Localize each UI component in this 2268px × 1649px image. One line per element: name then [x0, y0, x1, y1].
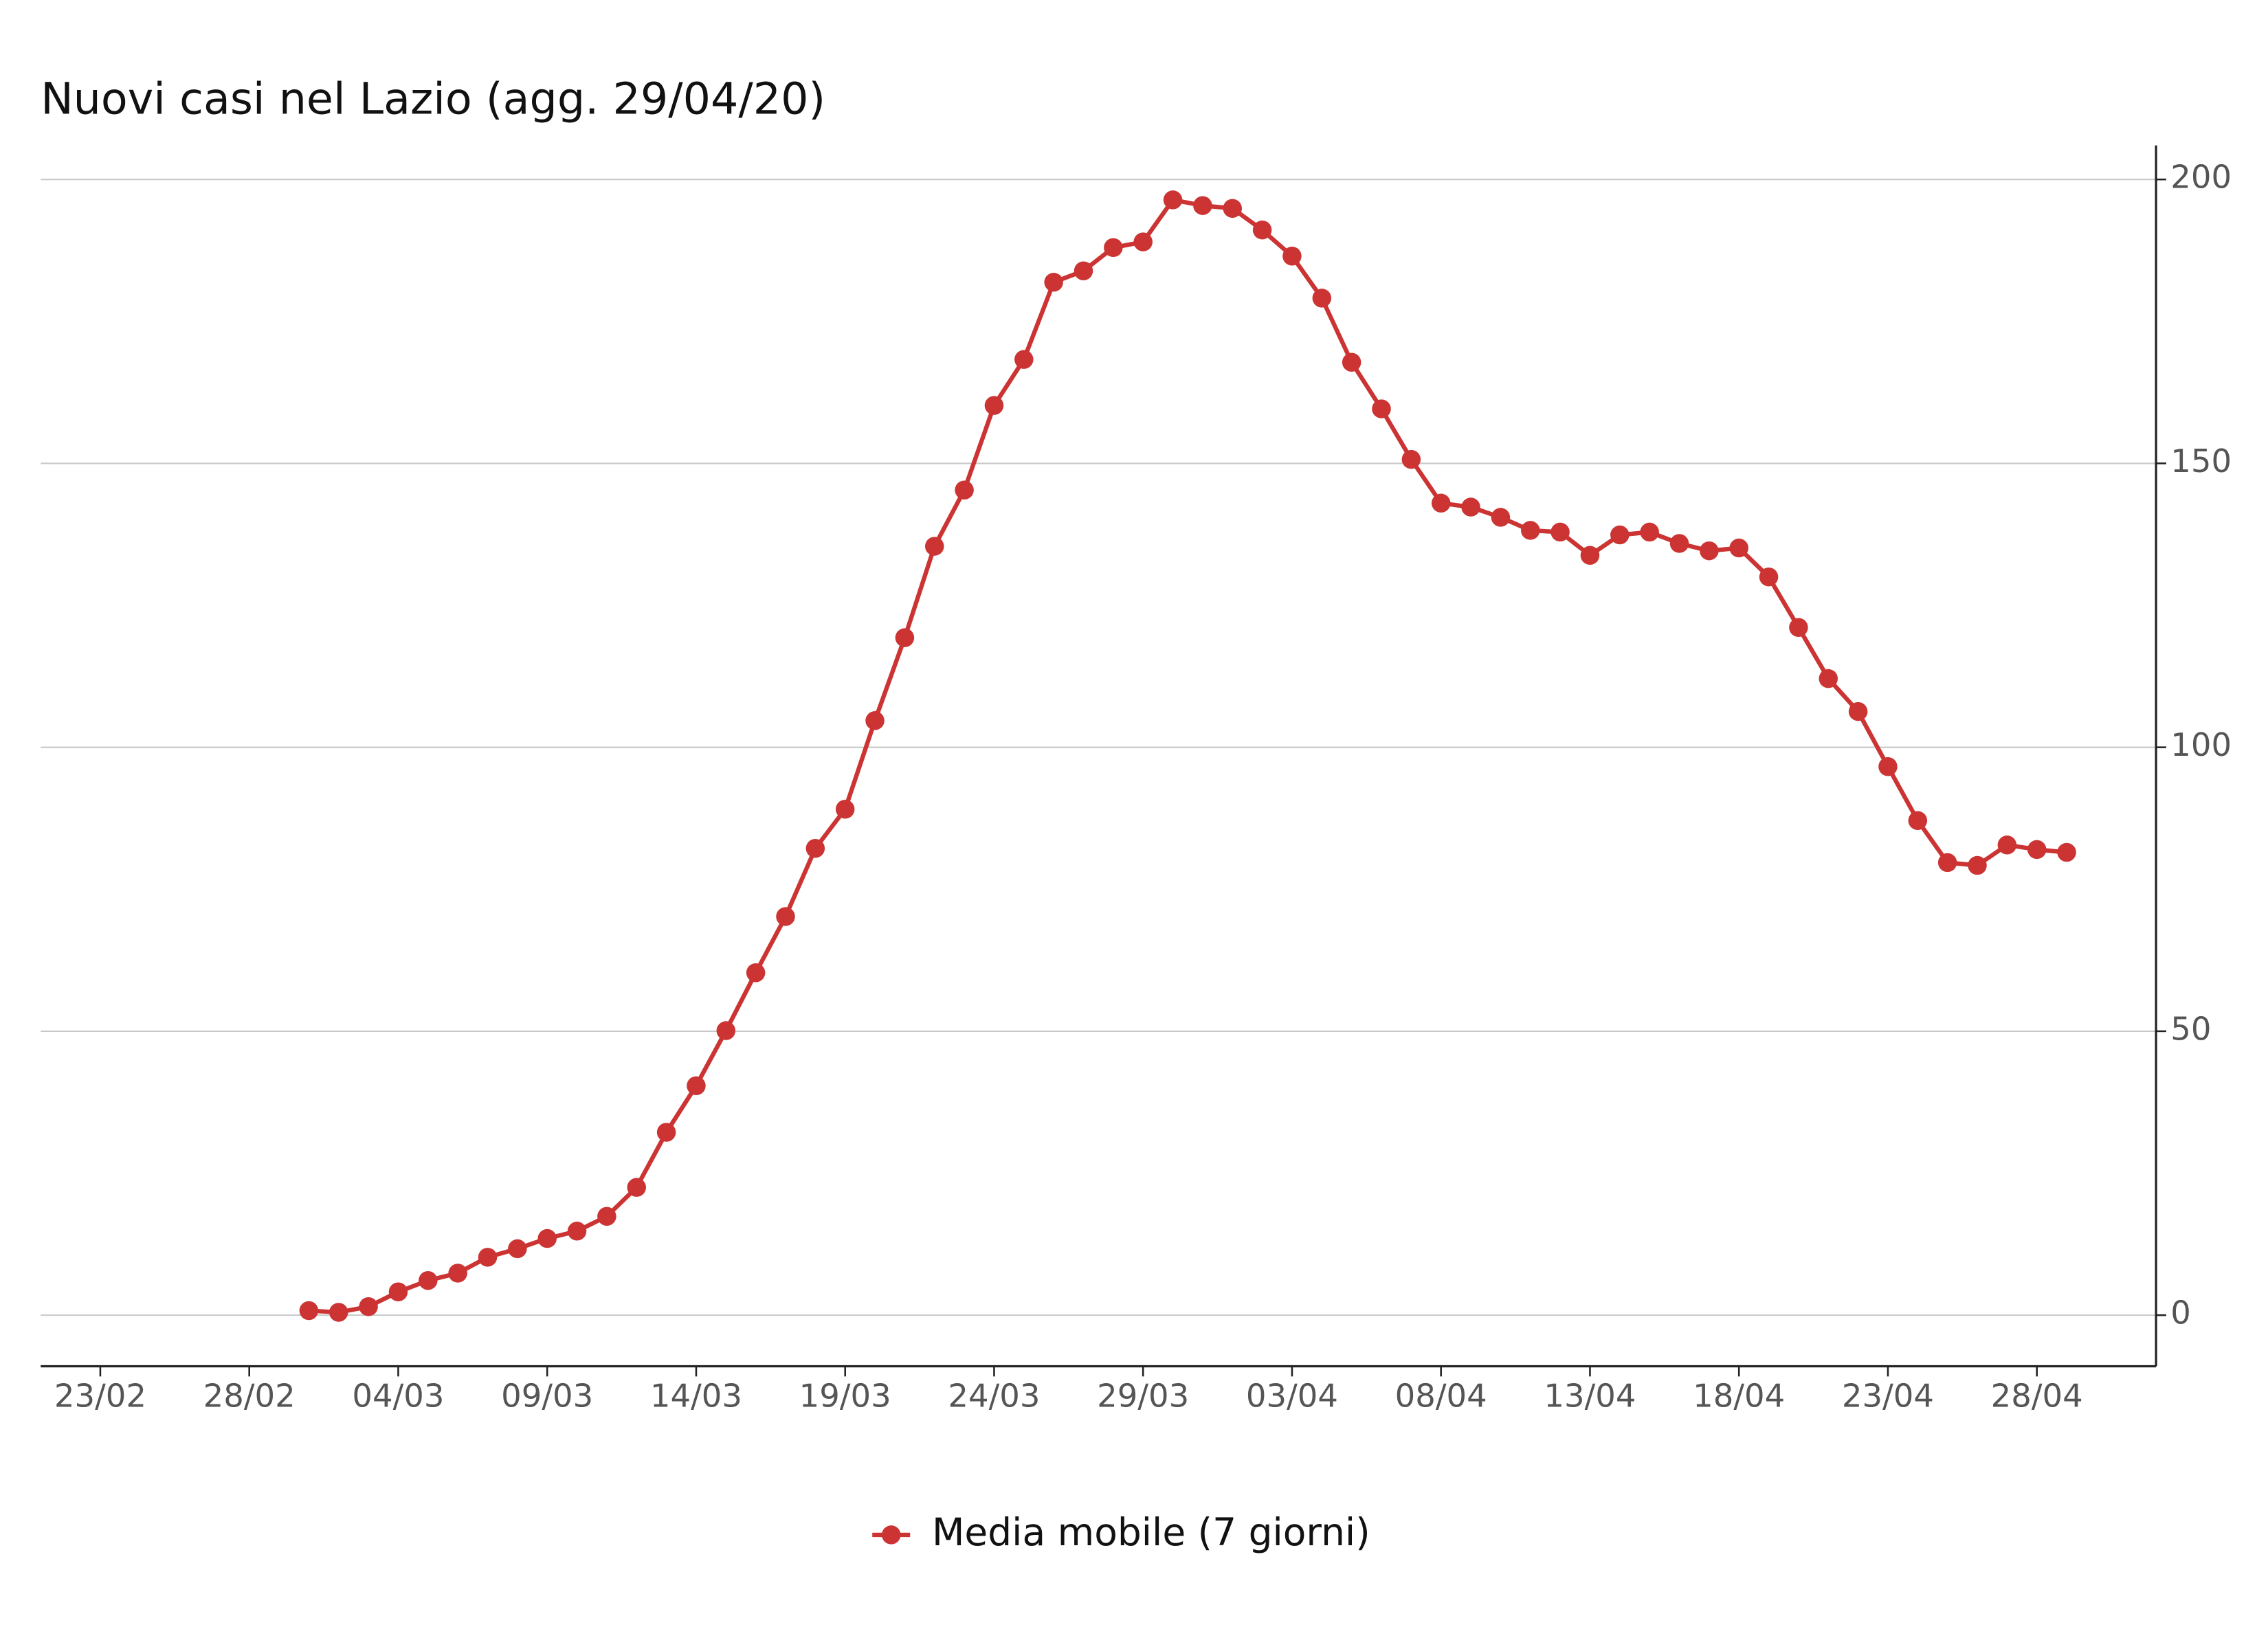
- point: [1252, 220, 1272, 240]
- point: [537, 1229, 557, 1248]
- point: [687, 1076, 706, 1095]
- x-tick-label: 24/03: [948, 1378, 1040, 1415]
- point: [1193, 196, 1212, 215]
- y-tick-label: 150: [2170, 442, 2232, 480]
- chart-title: Nuovi casi nel Lazio (agg. 29/04/20): [41, 74, 825, 124]
- point: [1580, 546, 1600, 565]
- point: [2027, 840, 2047, 860]
- point: [1133, 232, 1153, 251]
- point: [508, 1239, 527, 1259]
- point: [1372, 399, 1391, 418]
- point: [329, 1303, 348, 1322]
- point: [448, 1264, 467, 1283]
- point: [984, 396, 1004, 415]
- x-tick-label: 28/04: [1991, 1378, 2083, 1415]
- point: [627, 1178, 646, 1197]
- y-tick-label: 0: [2170, 1294, 2191, 1332]
- point: [1848, 702, 1868, 721]
- point: [1937, 853, 1957, 873]
- point: [597, 1207, 616, 1226]
- point: [1968, 855, 1987, 875]
- x-tick-label: 14/03: [650, 1378, 742, 1415]
- point: [388, 1282, 408, 1301]
- point: [567, 1222, 587, 1241]
- point: [805, 839, 825, 858]
- point: [1759, 567, 1779, 587]
- legend-dot: [881, 1525, 901, 1545]
- x-tick-label: 23/02: [54, 1378, 146, 1415]
- point: [835, 799, 855, 819]
- legend-label: Media mobile (7 giorni): [932, 1510, 1370, 1554]
- point: [1640, 522, 1659, 542]
- point: [656, 1123, 676, 1142]
- y-tick-label: 50: [2170, 1010, 2211, 1047]
- x-tick-label: 29/03: [1097, 1378, 1189, 1415]
- point: [1729, 538, 1748, 558]
- point: [776, 907, 795, 926]
- point: [1491, 508, 1511, 527]
- point: [1700, 541, 1719, 561]
- x-tick-label: 23/04: [1842, 1378, 1934, 1415]
- point: [716, 1021, 736, 1040]
- point: [1282, 246, 1302, 266]
- point: [299, 1301, 319, 1321]
- point: [478, 1248, 498, 1267]
- point: [419, 1270, 438, 1290]
- point: [1223, 199, 1243, 218]
- point: [1431, 493, 1451, 513]
- x-tick-label: 18/04: [1693, 1378, 1785, 1415]
- x-tick-label: 19/03: [799, 1378, 891, 1415]
- point: [1789, 618, 1808, 638]
- point: [1163, 190, 1183, 210]
- point: [1401, 449, 1421, 469]
- point: [1997, 835, 2017, 855]
- point: [1014, 350, 1034, 369]
- point: [895, 628, 915, 647]
- point: [359, 1297, 378, 1316]
- point: [1074, 261, 1093, 280]
- y-tick-label: 100: [2170, 726, 2232, 763]
- x-tick-label: 08/04: [1395, 1378, 1487, 1415]
- point: [1819, 669, 1838, 688]
- point: [955, 480, 974, 500]
- point: [1521, 521, 1540, 540]
- point: [924, 537, 944, 556]
- point: [1908, 811, 1928, 831]
- point: [1461, 497, 1480, 517]
- point: [1610, 525, 1630, 545]
- point: [1342, 352, 1361, 372]
- point: [1044, 273, 1063, 292]
- y-tick-label: 200: [2170, 159, 2232, 196]
- point: [1550, 522, 1570, 542]
- x-tick-label: 28/02: [203, 1378, 296, 1415]
- x-tick-label: 04/03: [352, 1378, 444, 1415]
- x-tick-label: 13/04: [1544, 1378, 1636, 1415]
- x-tick-label: 03/04: [1246, 1378, 1338, 1415]
- point: [1878, 757, 1898, 776]
- point: [2057, 842, 2076, 862]
- point: [1104, 238, 1123, 258]
- point: [1669, 534, 1689, 553]
- point: [1312, 289, 1332, 308]
- point: [865, 711, 885, 730]
- point: [746, 963, 766, 983]
- x-tick-label: 09/03: [501, 1378, 593, 1415]
